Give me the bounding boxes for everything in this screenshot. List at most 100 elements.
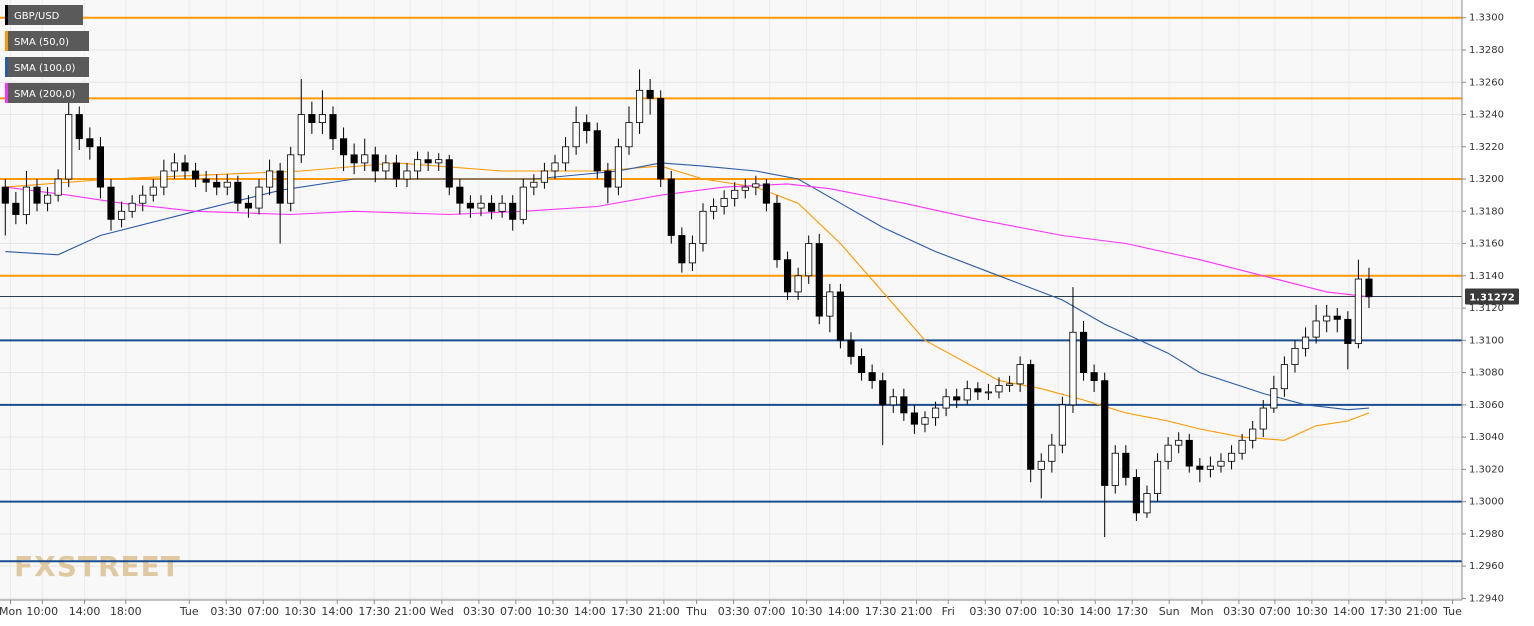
candle-body xyxy=(43,194,52,204)
legend-label: SMA (200,0) xyxy=(14,89,76,100)
candle-body xyxy=(667,178,675,236)
candle-body xyxy=(857,356,866,373)
y-tick-label: 1.3280 xyxy=(1469,45,1504,56)
candle-body xyxy=(583,122,591,132)
y-tick-label: 1.3040 xyxy=(1469,432,1504,443)
x-tick-label: 03:30 xyxy=(969,605,1001,618)
candle-body xyxy=(318,114,326,123)
candle-body xyxy=(879,380,887,406)
candle-body xyxy=(625,122,633,148)
candle-body xyxy=(709,206,718,212)
candle-body xyxy=(392,162,400,180)
y-tick-label: 1.3080 xyxy=(1469,368,1504,379)
legend-box xyxy=(5,83,89,103)
candle-body xyxy=(530,181,538,188)
candle-body xyxy=(1196,465,1204,470)
x-tick-label: Wed xyxy=(430,605,454,618)
candle-body xyxy=(1090,372,1098,382)
sma-line xyxy=(5,183,1370,298)
y-tick-label: 1.3020 xyxy=(1469,464,1504,475)
candle-body xyxy=(1249,428,1257,441)
x-tick-label: 17:30 xyxy=(1116,605,1148,618)
candle-body xyxy=(984,391,992,394)
x-tick-label: 10:30 xyxy=(791,605,823,618)
last-price-box xyxy=(1465,288,1519,305)
candle-body xyxy=(1259,407,1267,430)
legend-swatch xyxy=(5,83,8,103)
candle-body xyxy=(107,186,115,220)
candle-body xyxy=(1143,493,1151,514)
candle-body xyxy=(191,170,200,180)
levels xyxy=(0,16,1462,563)
x-tick-label: 07:00 xyxy=(754,605,786,618)
legend-swatch xyxy=(5,57,8,77)
x-tick-label: 14:00 xyxy=(1079,605,1111,618)
x-tick-label: 18:00 xyxy=(110,605,142,618)
x-tick-label: Sun xyxy=(1159,605,1180,618)
x-tick-label: Thu xyxy=(685,605,707,618)
legend-box xyxy=(5,31,89,51)
candle-body xyxy=(65,114,73,180)
candle-body xyxy=(1312,320,1320,338)
candle-body xyxy=(371,154,379,172)
candle-body xyxy=(614,146,622,188)
candle-body xyxy=(202,178,210,183)
candle-body xyxy=(551,162,559,172)
candle-body xyxy=(794,275,802,293)
x-tick-label: 03:30 xyxy=(718,605,750,618)
candle-body xyxy=(1206,465,1214,470)
watermark: FXSTREET xyxy=(14,550,181,583)
candle-body xyxy=(466,202,474,209)
candle-body xyxy=(223,181,231,188)
plot-background xyxy=(0,0,1462,600)
x-tick-label: 07:00 xyxy=(247,605,279,618)
candle-body xyxy=(139,194,147,204)
candle-body xyxy=(1354,278,1362,344)
y-tick-label: 1.3120 xyxy=(1469,303,1504,314)
x-tick-label: 17:30 xyxy=(611,605,643,618)
legend-box xyxy=(5,57,89,77)
candle-body xyxy=(33,186,41,204)
y-tick-label: 1.3240 xyxy=(1469,110,1504,121)
candle-body xyxy=(339,138,348,156)
candle-body xyxy=(540,170,548,183)
x-tick-label: 14:00 xyxy=(574,605,606,618)
candle-body xyxy=(942,396,950,409)
candle-body xyxy=(487,202,496,212)
candle-body xyxy=(213,181,221,188)
y-tick-label: 1.3060 xyxy=(1469,400,1504,411)
candle-body xyxy=(974,388,982,393)
y-tick-label: 1.3140 xyxy=(1469,271,1504,282)
candle-body xyxy=(635,89,644,123)
x-tick-label: Tue xyxy=(179,605,199,618)
x-tick-label: 14:00 xyxy=(828,605,860,618)
x-tick-label: Mon xyxy=(1190,605,1213,618)
x-tick-label: 21:00 xyxy=(901,605,933,618)
candle-body xyxy=(509,202,517,220)
candle-body xyxy=(1164,444,1172,462)
x-tick-label: 14:00 xyxy=(321,605,353,618)
y-tick-label: 1.3180 xyxy=(1469,206,1504,217)
y-tick-label: 1.3160 xyxy=(1469,239,1504,250)
candle-body xyxy=(1122,452,1130,478)
candle-body xyxy=(921,417,929,425)
candle-body xyxy=(382,162,390,172)
x-tick-label: 10:30 xyxy=(537,605,569,618)
candle-body xyxy=(1069,331,1077,406)
legend-swatch xyxy=(5,31,8,51)
candle-body xyxy=(1185,439,1193,467)
y-tick-label: 1.3200 xyxy=(1469,174,1504,185)
x-tick-label: 14:00 xyxy=(1333,605,1365,618)
x-tick-label: Tue xyxy=(1442,605,1462,618)
candle-body xyxy=(22,186,30,215)
last-price-label: 1.31272 xyxy=(1469,292,1515,303)
candle-body xyxy=(1227,452,1236,462)
candle-body xyxy=(445,159,453,188)
x-tick-label: 17:30 xyxy=(865,605,897,618)
candle-body xyxy=(128,202,136,212)
legend-label: SMA (50,0) xyxy=(14,37,69,48)
candle-body xyxy=(160,170,168,188)
candle-body xyxy=(836,291,844,341)
